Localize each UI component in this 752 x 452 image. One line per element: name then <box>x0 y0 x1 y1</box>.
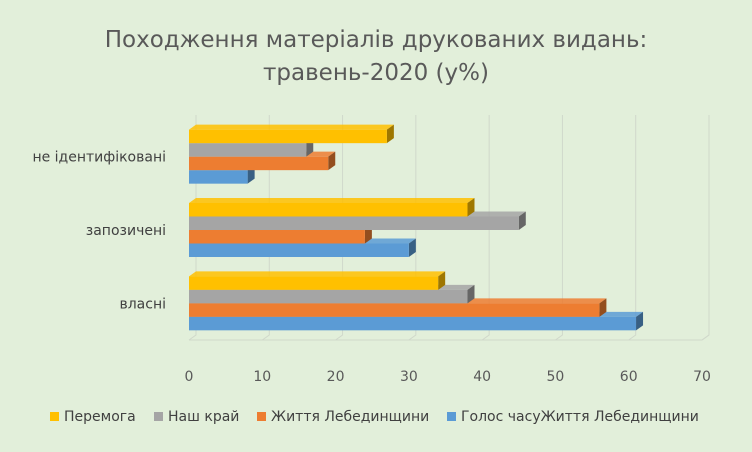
gridline-7 <box>701 115 710 341</box>
bar-front-1-0 <box>189 203 468 217</box>
bar-side-1-1 <box>518 211 526 230</box>
legend-swatch-1 <box>154 412 163 421</box>
gridline-2 <box>335 115 344 341</box>
bar-front-1-1 <box>189 216 519 230</box>
legend-swatch-3 <box>447 412 456 421</box>
legend-label-3: Голос часуЖиття Лебединщини <box>461 409 699 425</box>
bar-side-1-0 <box>467 198 475 217</box>
legend-item-0: Перемога <box>50 409 136 425</box>
x-tick-label-2: 20 <box>327 369 345 385</box>
x-tick-label-1: 10 <box>253 369 271 385</box>
bar-2-0 <box>189 124 394 144</box>
axis-floor <box>189 334 710 341</box>
bar-front-1-2 <box>189 230 365 244</box>
gridline-0 <box>188 115 197 341</box>
x-tick-label-4: 40 <box>473 369 491 385</box>
category-label-1: запозичені <box>86 223 166 239</box>
gridline-4 <box>481 115 490 341</box>
gridline-1 <box>261 115 270 341</box>
legend-label-1: Наш край <box>168 409 239 425</box>
bar-side-2-2 <box>328 151 336 171</box>
bar-front-2-1 <box>189 143 307 157</box>
bar-side-1-3 <box>408 238 416 257</box>
legend-item-3: Голос часуЖиття Лебединщини <box>447 409 699 425</box>
bar-top-0-0 <box>189 271 446 277</box>
category-label-2: не ідентифіковані <box>32 150 166 166</box>
bar-side-0-3 <box>636 311 644 331</box>
bar-side-0-2 <box>599 298 607 317</box>
legend-swatch-0 <box>50 412 59 421</box>
bar-front-2-2 <box>189 156 329 171</box>
bar-1-0 <box>189 198 475 217</box>
bar-side-0-0 <box>438 271 446 290</box>
bar-front-0-3 <box>189 316 637 331</box>
legend-label-2: Життя Лебединщини <box>271 409 429 425</box>
legend-label-0: Перемога <box>64 409 136 425</box>
bar-front-1-3 <box>189 243 409 257</box>
chart-title-line-1: Походження матеріалів друкованих видань: <box>105 27 648 53</box>
gridline-5 <box>555 115 563 341</box>
bar-front-0-0 <box>189 276 439 290</box>
x-tick-label-6: 60 <box>620 369 638 385</box>
legend-item-2: Життя Лебединщини <box>257 409 429 425</box>
x-tick-label-5: 50 <box>547 369 565 385</box>
bar-top-2-0 <box>189 124 394 130</box>
bar-front-0-1 <box>189 289 468 304</box>
bar-front-2-3 <box>189 170 248 184</box>
legend-item-1: Наш край <box>154 409 239 425</box>
bar-side-0-1 <box>467 284 475 304</box>
legend-swatch-2 <box>257 412 266 421</box>
bar-front-2-0 <box>189 129 387 144</box>
bar-0-0 <box>189 271 446 290</box>
bar-front-0-2 <box>189 303 600 317</box>
x-tick-label-0: 0 <box>185 369 194 385</box>
x-tick-label-3: 30 <box>400 369 418 385</box>
gridline-6 <box>628 115 637 341</box>
bar-side-2-0 <box>386 124 394 144</box>
gridline-3 <box>408 115 417 341</box>
category-label-0: власні <box>119 296 166 312</box>
chart-title-line-2: травень-2020 (у%) <box>263 60 489 86</box>
bar-top-1-0 <box>189 198 475 203</box>
x-tick-label-7: 70 <box>693 369 711 385</box>
